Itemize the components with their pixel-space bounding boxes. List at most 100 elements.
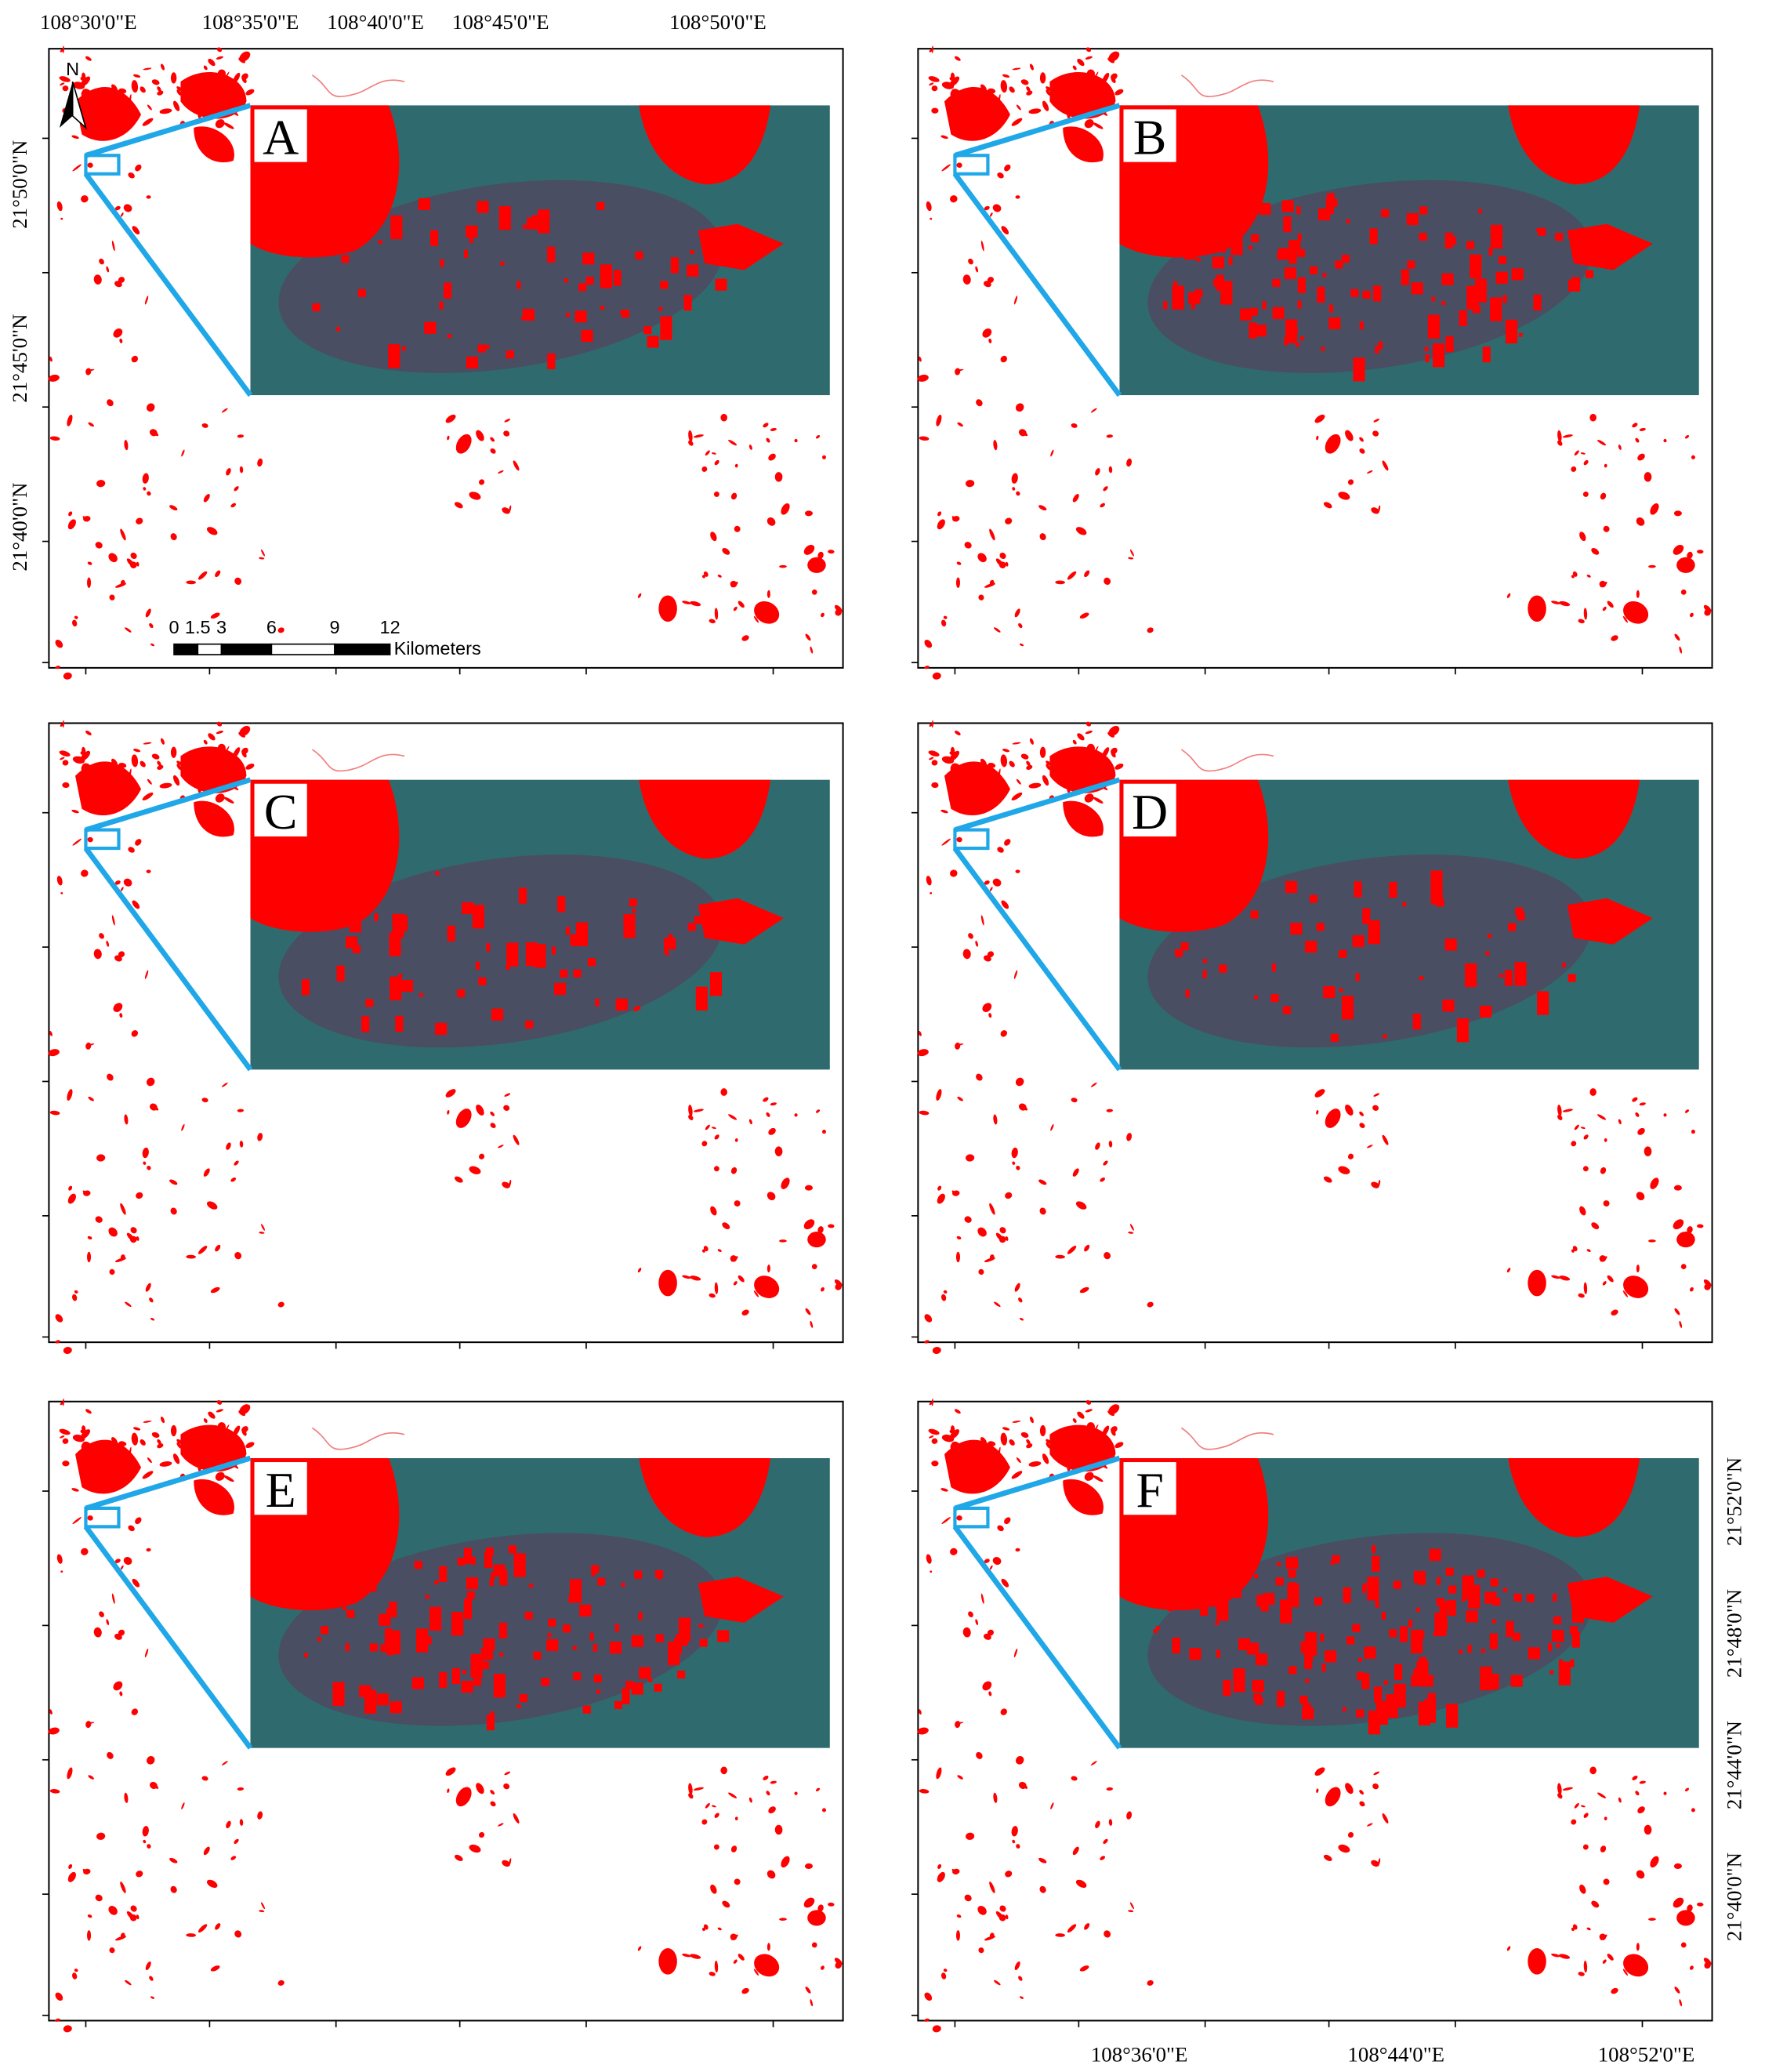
red-patch bbox=[1316, 435, 1319, 441]
red-patch bbox=[926, 201, 932, 212]
red-patch bbox=[955, 577, 960, 588]
red-patch bbox=[124, 1792, 129, 1803]
red-patch bbox=[1562, 1787, 1573, 1791]
red-patch bbox=[207, 107, 212, 113]
scale-segment bbox=[220, 643, 273, 655]
red-pixel bbox=[1212, 256, 1225, 269]
red-pixel bbox=[401, 347, 406, 351]
red-pixel bbox=[633, 1007, 638, 1011]
red-patch bbox=[94, 1442, 103, 1451]
red-patch bbox=[949, 750, 960, 761]
red-pixel bbox=[1297, 300, 1302, 309]
red-patch bbox=[157, 1443, 164, 1449]
red-patch bbox=[763, 1775, 769, 1780]
red-patch bbox=[62, 1461, 70, 1467]
red-patch bbox=[245, 89, 255, 96]
red-patch bbox=[979, 105, 987, 112]
red-patch bbox=[966, 1468, 969, 1479]
red-patch bbox=[989, 579, 995, 586]
red-pixel bbox=[621, 1582, 625, 1588]
red-patch bbox=[821, 1287, 825, 1292]
red-patch bbox=[1103, 486, 1108, 492]
red-patch bbox=[1580, 1805, 1586, 1808]
red-patch bbox=[1042, 775, 1049, 786]
red-patch bbox=[151, 1432, 160, 1438]
red-patch bbox=[917, 1049, 929, 1057]
red-patch bbox=[1002, 749, 1010, 753]
red-patch bbox=[1687, 551, 1693, 559]
red-patch bbox=[210, 1965, 220, 1972]
red-pixel bbox=[443, 282, 452, 299]
red-patch bbox=[714, 1960, 719, 1973]
red-pixel bbox=[1200, 1599, 1209, 1616]
red-patch bbox=[1583, 1134, 1589, 1140]
red-patch bbox=[1067, 109, 1078, 116]
red-pixel bbox=[390, 1701, 402, 1714]
red-patch bbox=[1046, 764, 1051, 771]
red-patch bbox=[918, 1709, 922, 1715]
red-patch bbox=[143, 487, 147, 491]
red-patch bbox=[917, 1727, 929, 1735]
red-patch bbox=[982, 328, 992, 338]
red-patch bbox=[949, 1453, 958, 1465]
red-patch bbox=[1574, 450, 1579, 456]
red-pixel bbox=[1491, 1619, 1496, 1624]
red-patch bbox=[49, 1030, 53, 1036]
red-patch bbox=[151, 753, 160, 760]
red-patch bbox=[107, 1073, 114, 1081]
red-patch bbox=[1039, 533, 1046, 541]
red-pixel bbox=[1513, 1593, 1522, 1602]
red-pixel bbox=[1448, 1599, 1456, 1617]
red-patch bbox=[1013, 1648, 1018, 1658]
red-patch bbox=[980, 1483, 990, 1493]
red-patch bbox=[919, 1110, 930, 1116]
red-patch bbox=[120, 1932, 125, 1939]
red-pixel bbox=[1482, 347, 1491, 363]
red-pixel bbox=[1305, 1631, 1317, 1657]
red-pixel bbox=[1418, 1577, 1426, 1585]
red-patch bbox=[987, 951, 995, 958]
red-patch bbox=[1079, 1286, 1089, 1294]
red-patch bbox=[261, 1902, 265, 1910]
red-patch bbox=[998, 768, 1001, 780]
red-pixel bbox=[664, 937, 676, 950]
red-patch bbox=[779, 1239, 787, 1243]
red-patch bbox=[976, 1751, 983, 1759]
red-pixel bbox=[548, 1618, 556, 1627]
red-pixel bbox=[1441, 273, 1454, 285]
red-patch bbox=[937, 1863, 942, 1869]
red-patch bbox=[690, 1275, 701, 1281]
red-patch bbox=[1020, 79, 1029, 85]
red-patch bbox=[929, 1435, 934, 1439]
red-patch bbox=[1650, 1856, 1659, 1868]
red-patch bbox=[748, 1119, 752, 1125]
red-patch bbox=[1679, 1999, 1683, 2007]
red-patch bbox=[1703, 1958, 1712, 1965]
red-patch bbox=[198, 783, 209, 791]
red-patch bbox=[738, 1275, 745, 1283]
red-patch bbox=[1013, 970, 1018, 979]
red-pixel bbox=[1356, 1709, 1365, 1718]
red-patch bbox=[170, 1885, 177, 1893]
red-patch bbox=[233, 72, 241, 84]
red-patch bbox=[1039, 1424, 1046, 1437]
red-pixel bbox=[1378, 341, 1383, 350]
red-pixel bbox=[1402, 902, 1407, 907]
red-patch bbox=[728, 439, 738, 446]
red-patch bbox=[977, 1906, 987, 1915]
red-patch bbox=[999, 552, 1006, 560]
red-pixel bbox=[1490, 1578, 1499, 1587]
red-pixel bbox=[336, 965, 345, 982]
red-patch bbox=[754, 1954, 780, 1977]
red-patch bbox=[111, 915, 115, 926]
red-pixel bbox=[374, 913, 379, 921]
red-pixel bbox=[1468, 1584, 1480, 1609]
red-patch bbox=[129, 768, 132, 780]
red-patch bbox=[917, 374, 929, 382]
red-patch bbox=[498, 470, 504, 474]
red-patch bbox=[198, 111, 202, 119]
red-pixel bbox=[435, 1022, 448, 1035]
red-patch bbox=[469, 1844, 481, 1853]
red-patch bbox=[713, 1844, 719, 1850]
red-patch bbox=[1574, 1802, 1579, 1809]
